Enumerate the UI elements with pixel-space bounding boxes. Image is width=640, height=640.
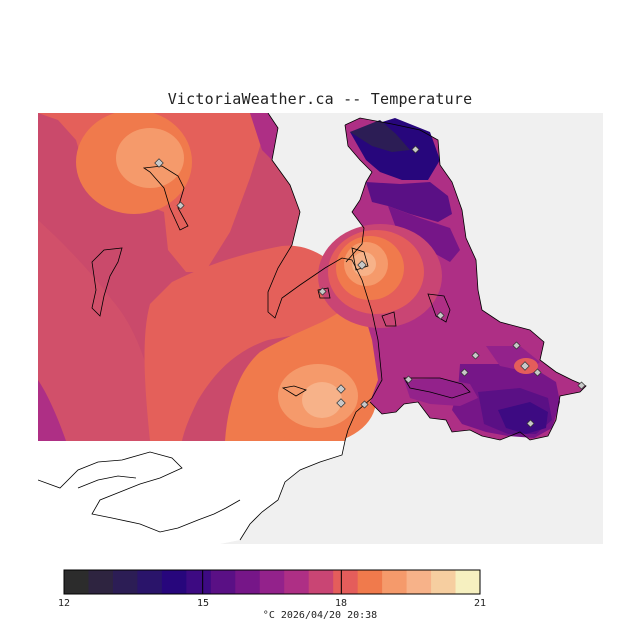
station-marker <box>512 341 521 350</box>
legend-swatch <box>284 570 310 594</box>
temperature-field-east <box>318 118 586 440</box>
station-marker <box>520 361 530 371</box>
legend-swatch <box>186 570 212 594</box>
legend-swatch <box>137 570 163 594</box>
legend-swatches <box>64 570 481 594</box>
station-marker <box>526 419 535 428</box>
station-marker <box>360 400 369 409</box>
legend-tick-label: 18 <box>334 598 348 609</box>
station-marker <box>533 368 542 377</box>
station-marker <box>336 398 346 408</box>
legend-tick-label: 15 <box>196 598 210 609</box>
legend-unit-and-timestamp: °C 2026/04/20 20:38 <box>262 610 378 621</box>
legend-tick-label: 12 <box>57 598 71 609</box>
legend-swatch <box>88 570 114 594</box>
legend-tick-label: 21 <box>473 598 487 609</box>
legend-swatch <box>431 570 457 594</box>
legend-swatch <box>259 570 285 594</box>
station-marker <box>411 145 420 154</box>
station-marker <box>577 381 586 390</box>
station-marker <box>357 260 367 270</box>
station-marker <box>404 375 413 384</box>
legend-swatch <box>64 570 89 594</box>
legend-swatch <box>210 570 236 594</box>
station-marker <box>471 351 480 360</box>
station-marker <box>436 311 445 320</box>
station-marker <box>154 158 164 168</box>
station-marker <box>176 201 185 210</box>
station-marker <box>318 287 327 296</box>
station-markers <box>154 145 586 428</box>
legend-swatch <box>161 570 187 594</box>
legend-swatch <box>308 570 334 594</box>
legend-swatch <box>357 570 383 594</box>
legend-swatch <box>112 570 138 594</box>
station-marker <box>460 368 469 377</box>
legend-swatch <box>235 570 261 594</box>
station-marker <box>336 384 346 394</box>
legend-border <box>63 569 481 595</box>
legend-swatch <box>382 570 408 594</box>
legend-swatch <box>406 570 432 594</box>
map-title: VictoriaWeather.ca -- Temperature <box>167 90 473 108</box>
legend-swatch <box>333 570 359 594</box>
coastlines <box>38 113 587 541</box>
legend-swatch <box>455 570 481 594</box>
